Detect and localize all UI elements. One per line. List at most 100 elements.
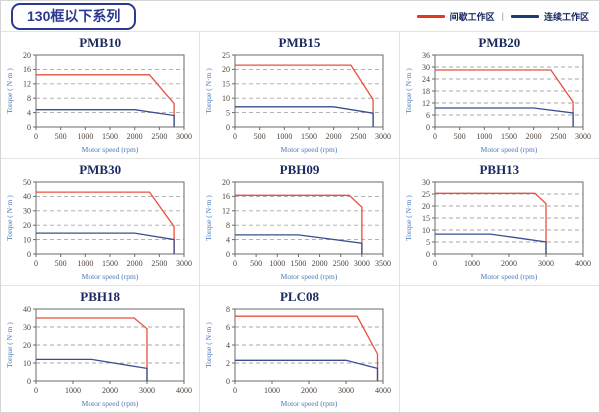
legend-separator: | <box>501 11 504 21</box>
svg-text:3000: 3000 <box>575 132 591 141</box>
svg-text:16: 16 <box>222 192 230 201</box>
chart-cell-pmb15: PMB15 0 5 10 15 20 25 0 500 1000 1500 2000 2500 3000… <box>200 32 400 159</box>
legend-label-intermittent: 间歇工作区 <box>449 11 495 22</box>
svg-text:Torque ( N·m ): Torque ( N·m ) <box>204 195 213 241</box>
svg-text:4: 4 <box>226 341 230 350</box>
svg-text:0: 0 <box>226 123 230 132</box>
svg-text:Motor speed (rpm): Motor speed (rpm) <box>281 272 338 281</box>
chart-title: PLC08 <box>279 289 319 304</box>
svg-text:2000: 2000 <box>312 259 328 268</box>
svg-text:6: 6 <box>226 323 230 332</box>
svg-text:15: 15 <box>422 214 430 223</box>
svg-text:0: 0 <box>233 386 237 395</box>
empty-cell <box>399 286 599 412</box>
chart-pmb30: 0 10 20 30 40 50 0 500 1000 1500 2000 2500 3000 Motor… <box>5 177 195 285</box>
svg-text:2500: 2500 <box>551 132 567 141</box>
svg-text:1500: 1500 <box>291 259 307 268</box>
svg-text:500: 500 <box>454 132 466 141</box>
legend-label-continuous: 连续工作区 <box>543 11 589 22</box>
svg-text:4000: 4000 <box>176 386 192 395</box>
svg-text:3500: 3500 <box>375 259 391 268</box>
svg-text:1000: 1000 <box>277 132 293 141</box>
svg-text:2000: 2000 <box>102 386 118 395</box>
svg-text:Torque ( N·m ): Torque ( N·m ) <box>204 68 213 114</box>
svg-text:Motor speed (rpm): Motor speed (rpm) <box>82 145 139 154</box>
svg-text:0: 0 <box>233 132 237 141</box>
svg-text:12: 12 <box>23 80 31 89</box>
svg-text:2500: 2500 <box>151 132 167 141</box>
svg-text:12: 12 <box>422 99 430 108</box>
svg-text:15: 15 <box>222 80 230 89</box>
svg-text:30: 30 <box>23 207 31 216</box>
svg-text:2000: 2000 <box>526 132 542 141</box>
svg-text:40: 40 <box>23 192 31 201</box>
svg-text:0: 0 <box>226 250 230 259</box>
svg-text:10: 10 <box>422 226 430 235</box>
svg-text:Torque ( N·m ): Torque ( N·m ) <box>404 195 413 241</box>
chart-grid: PMB10 0 4 8 12 16 20 0 500 1000 1500 2000 2500 3000 M… <box>1 31 599 412</box>
svg-text:Motor speed (rpm): Motor speed (rpm) <box>281 145 338 154</box>
chart-cell-pmb30: PMB30 0 10 20 30 40 50 0 500 1000 1500 2000 2500 300… <box>1 159 201 286</box>
svg-text:1000: 1000 <box>477 132 493 141</box>
svg-text:20: 20 <box>222 65 230 74</box>
chart-legend: 间歇工作区 | 连续工作区 <box>416 10 589 23</box>
svg-text:4000: 4000 <box>575 259 591 268</box>
svg-text:0: 0 <box>27 250 31 259</box>
page-header: 130框以下系列 间歇工作区 | 连续工作区 <box>1 1 599 31</box>
svg-text:0: 0 <box>233 259 237 268</box>
svg-text:30: 30 <box>422 63 430 72</box>
svg-text:36: 36 <box>422 51 430 60</box>
svg-text:3000: 3000 <box>338 386 354 395</box>
svg-text:Torque ( N·m ): Torque ( N·m ) <box>5 195 14 241</box>
svg-text:5: 5 <box>226 108 230 117</box>
chart-cell-pbh13: PBH13 0 5 10 15 20 25 30 0 1000 2000 3000 4000 Motor… <box>399 159 599 286</box>
svg-text:2000: 2000 <box>301 386 317 395</box>
svg-text:2: 2 <box>226 359 230 368</box>
svg-text:Motor speed (rpm): Motor speed (rpm) <box>82 272 139 281</box>
svg-text:0: 0 <box>34 132 38 141</box>
chart-pbh13: 0 5 10 15 20 25 30 0 1000 2000 3000 4000 Motor speed… <box>404 177 594 285</box>
chart-plc08: 0 2 4 6 8 0 1000 2000 3000 4000 Motor speed (rpm) T… <box>204 304 394 412</box>
svg-text:2000: 2000 <box>326 132 342 141</box>
chart-pmb10: 0 4 8 12 16 20 0 500 1000 1500 2000 2500 3000 Motor s… <box>5 50 195 158</box>
chart-pbh09: 0 4 8 12 16 20 0 500 1000 1500 2000 2500 3000 3500 Mot… <box>204 177 394 285</box>
svg-text:30: 30 <box>422 178 430 187</box>
svg-text:4: 4 <box>226 235 230 244</box>
svg-text:8: 8 <box>226 305 230 314</box>
svg-text:1000: 1000 <box>77 259 93 268</box>
chart-cell-pmb10: PMB10 0 4 8 12 16 20 0 500 1000 1500 2000 2500 3000 M… <box>1 32 201 159</box>
svg-text:3000: 3000 <box>354 259 370 268</box>
svg-text:500: 500 <box>251 259 263 268</box>
svg-text:8: 8 <box>27 94 31 103</box>
svg-text:4: 4 <box>27 108 31 117</box>
svg-text:0: 0 <box>433 132 437 141</box>
svg-text:10: 10 <box>23 235 31 244</box>
svg-text:25: 25 <box>422 190 430 199</box>
chart-title: PMB20 <box>478 35 521 50</box>
svg-text:2000: 2000 <box>127 132 143 141</box>
svg-text:8: 8 <box>226 221 230 230</box>
page-title: 130框以下系列 <box>11 2 137 30</box>
svg-text:3000: 3000 <box>375 132 391 141</box>
svg-text:3000: 3000 <box>538 259 554 268</box>
svg-text:10: 10 <box>222 94 230 103</box>
svg-text:24: 24 <box>422 75 430 84</box>
chart-title: PMB30 <box>79 162 122 177</box>
svg-text:1500: 1500 <box>102 132 118 141</box>
svg-text:1500: 1500 <box>501 132 517 141</box>
chart-title: PBH09 <box>279 162 320 177</box>
chart-title: PMB15 <box>278 35 321 50</box>
svg-text:2000: 2000 <box>127 259 143 268</box>
svg-text:1000: 1000 <box>264 386 280 395</box>
chart-cell-plc08: PLC08 0 2 4 6 8 0 1000 2000 3000 4000 Motor speed … <box>200 286 400 412</box>
svg-text:Motor speed (rpm): Motor speed (rpm) <box>481 145 538 154</box>
svg-text:50: 50 <box>23 178 31 187</box>
svg-text:1500: 1500 <box>102 259 118 268</box>
svg-text:Torque ( N·m ): Torque ( N·m ) <box>204 322 213 368</box>
svg-text:0: 0 <box>226 377 230 386</box>
red-line-swatch-icon <box>416 14 445 18</box>
svg-text:0: 0 <box>426 250 430 259</box>
svg-text:1000: 1000 <box>77 132 93 141</box>
svg-text:Torque ( N·m ): Torque ( N·m ) <box>404 68 413 114</box>
chart-pmb20: 0 6 12 18 24 30 36 0 500 1000 1500 2000 2500 3000 Moto… <box>404 50 594 158</box>
